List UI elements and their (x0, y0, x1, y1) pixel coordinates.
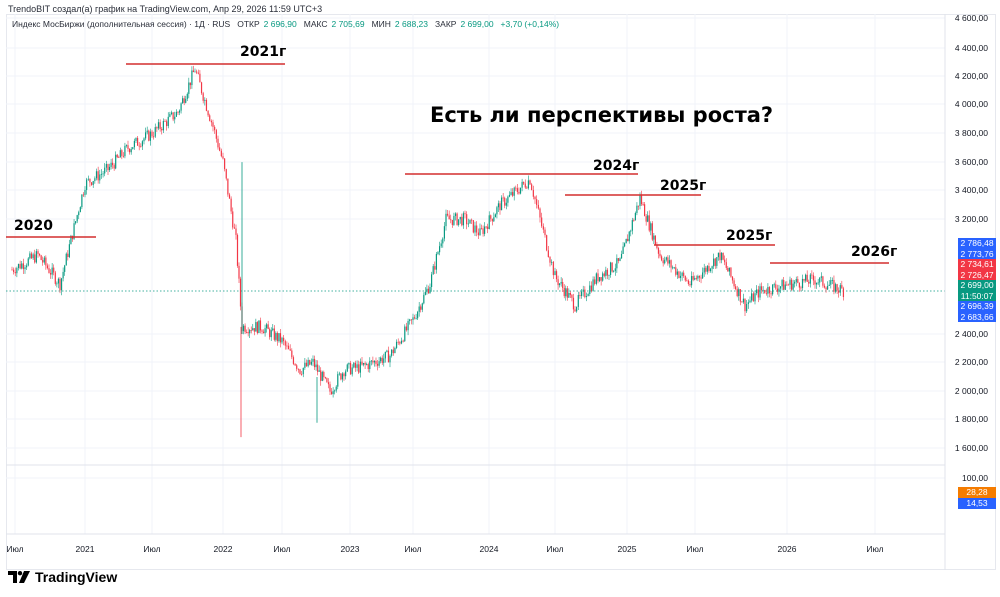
price-tag: 11:50:07 (958, 290, 996, 301)
tradingview-brand: TradingView (8, 569, 117, 585)
open-value: 2 696,90 (263, 19, 297, 29)
time-axis-label: Июл (866, 544, 884, 554)
price-axis-label: 2 200,00 (954, 357, 988, 367)
grid-lines (6, 14, 945, 534)
price-tag: 2 726,47 (958, 269, 996, 280)
price-tag: 2 773,76 (958, 248, 996, 259)
low-label: МИН (371, 19, 391, 29)
annotation-label: 2021г (240, 44, 287, 60)
price-axis-label: 4 600,00 (954, 13, 988, 23)
price-tag: 14,53 (958, 498, 996, 509)
open-label: ОТКР (237, 19, 260, 29)
high-value: 2 705,69 (331, 19, 365, 29)
price-axis-label: 2 400,00 (954, 329, 988, 339)
price-axis-label: 100,00 (962, 473, 988, 483)
price-axis-label: 3 600,00 (954, 157, 988, 167)
time-axis-label: Июл (143, 544, 161, 554)
time-axis-label: 2024 (479, 544, 499, 554)
brand-name: TradingView (35, 569, 118, 585)
time-axis-label: Июл (404, 544, 422, 554)
time-axis-label: 2022 (213, 544, 233, 554)
low-value: 2 688,23 (394, 19, 429, 29)
symbol-legend: Индекс МосБиржи (дополнительная сессия) … (12, 19, 559, 29)
change-value: +3,70 (+0,14%) (500, 19, 560, 29)
price-axis-label: 1 600,00 (954, 443, 988, 453)
price-axis-label: 4 000,00 (954, 99, 988, 109)
annotation-label: 2020 (14, 218, 53, 234)
price-axis-label: 2 000,00 (954, 386, 988, 396)
time-axis-label: Июл (273, 544, 291, 554)
price-axis-label: 3 400,00 (954, 185, 988, 195)
time-axis-label: Июл (546, 544, 564, 554)
price-tag: 2 734,61 (958, 259, 996, 270)
annotation-lines (6, 63, 889, 264)
price-axis-label: 3 200,00 (954, 214, 988, 224)
annotation-label: 2025г (660, 178, 707, 194)
time-axis-label: Июл (6, 544, 24, 554)
price-tag: 2 786,48 (958, 238, 996, 249)
time-axis-label: 2023 (340, 544, 360, 554)
price-tag: 2 683,66 (958, 311, 996, 322)
annotation-label: 2026г (851, 244, 898, 260)
price-tag: 28,28 (958, 487, 996, 498)
price-tag: 2 696,39 (958, 301, 996, 312)
headline: Есть ли перспективы роста? (430, 103, 774, 127)
price-axis-label: 4 200,00 (954, 71, 988, 81)
price-axis-label: 1 800,00 (954, 414, 988, 424)
close-label: ЗАКР (435, 19, 457, 29)
annotation-label: 2025г (726, 228, 773, 244)
time-axis-label: Июл (686, 544, 704, 554)
close-value: 2 699,00 (460, 19, 494, 29)
time-axis-label: 2025 (617, 544, 637, 554)
time-axis-label: 2021 (75, 544, 95, 554)
symbol-name[interactable]: Индекс МосБиржи (дополнительная сессия) … (12, 19, 231, 29)
tradingview-logo-icon (8, 571, 30, 583)
time-axis-label: 2026 (777, 544, 797, 554)
high-label: МАКС (303, 19, 328, 29)
chart-credit: TrendoBIT создал(а) график на TradingVie… (8, 4, 323, 14)
price-tag: 2 699,00 (958, 280, 996, 291)
candlesticks (11, 65, 845, 438)
price-axis-label: 4 400,00 (954, 43, 988, 53)
price-axis-label: 3 800,00 (954, 128, 988, 138)
annotation-label: 2024г (593, 158, 640, 174)
